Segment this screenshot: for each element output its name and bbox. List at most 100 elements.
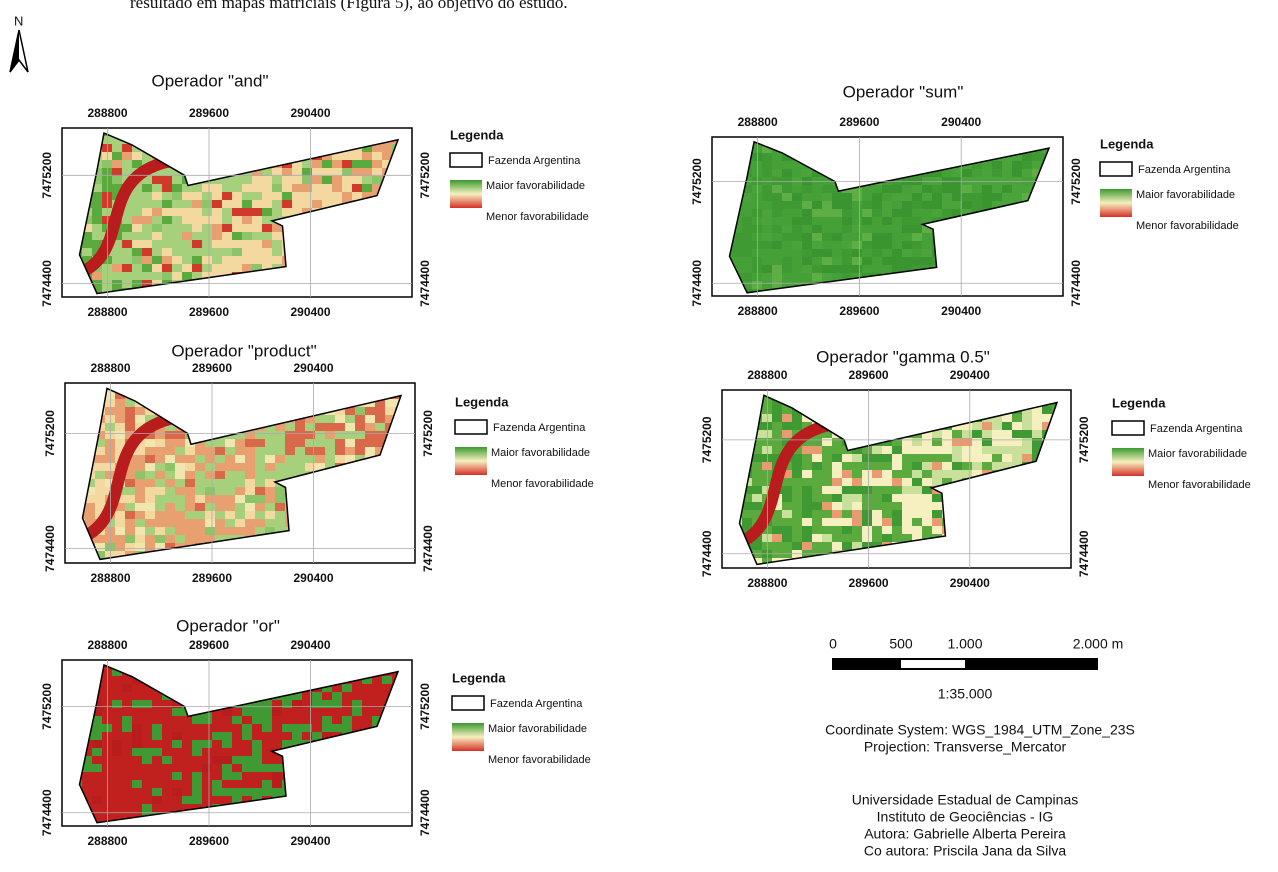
- raster-cell: [132, 200, 143, 209]
- raster-cell: [912, 494, 923, 503]
- raster-cell: [225, 447, 236, 456]
- raster-cell: [1022, 161, 1033, 170]
- raster-cell: [112, 732, 123, 741]
- raster-cell: [792, 454, 803, 463]
- raster-cell: [1022, 446, 1033, 455]
- raster-cell: [822, 225, 833, 234]
- raster-cell: [832, 470, 843, 479]
- raster-cell: [842, 518, 853, 527]
- raster-cell: [245, 519, 256, 528]
- raster-cell: [145, 519, 156, 528]
- raster-cell: [92, 772, 103, 781]
- raster-cell: [135, 519, 146, 528]
- raster-cell: [822, 201, 833, 210]
- raster-cell: [772, 438, 783, 447]
- raster-cell: [812, 265, 823, 274]
- raster-cell: [242, 764, 253, 773]
- raster-cell: [772, 550, 783, 559]
- raster-cell: [962, 185, 973, 194]
- raster-cell: [222, 780, 233, 789]
- raster-cell: [812, 510, 823, 519]
- raster-cell: [262, 248, 273, 257]
- raster-cell: [322, 716, 333, 725]
- raster-cell: [145, 455, 156, 464]
- raster-cell: [132, 684, 143, 693]
- raster-cell: [365, 431, 376, 440]
- raster-cell: [255, 511, 266, 520]
- raster-cell: [222, 732, 233, 741]
- raster-cell: [215, 487, 226, 496]
- raster-cell: [832, 462, 843, 471]
- raster-cell: [285, 431, 296, 440]
- raster-cell: [792, 486, 803, 495]
- raster-cell: [342, 708, 353, 717]
- raster-cell: [122, 144, 133, 153]
- raster-cell: [802, 510, 813, 519]
- raster-cell: [882, 518, 893, 527]
- raster-cell: [92, 192, 103, 201]
- raster-cell: [82, 772, 93, 781]
- raster-cell: [792, 273, 803, 282]
- x-tick-label: 289600: [839, 304, 879, 318]
- map-panel: Operador "or"288800288800289600289600290…: [40, 616, 591, 848]
- raster-cell: [295, 439, 306, 448]
- raster-cell: [192, 240, 203, 249]
- raster-cell: [122, 740, 133, 749]
- raster-cell: [232, 756, 243, 765]
- x-tick-label: 290400: [290, 834, 330, 848]
- raster-cell: [365, 439, 376, 448]
- raster-cell: [245, 471, 256, 480]
- raster-cell: [872, 486, 883, 495]
- raster-cell: [162, 700, 173, 709]
- raster-cell: [292, 724, 303, 733]
- raster-cell: [235, 519, 246, 528]
- raster-cell: [832, 438, 843, 447]
- raster-cell: [212, 740, 223, 749]
- raster-cell: [762, 265, 773, 274]
- legend-gradient: [450, 180, 482, 208]
- raster-cell: [365, 447, 376, 456]
- raster-cell: [145, 535, 156, 544]
- raster-cell: [122, 240, 133, 249]
- raster-cell: [135, 479, 146, 488]
- raster-cell: [235, 487, 246, 496]
- map-panel: Operador "gamma 0.5"28880028880028960028…: [700, 347, 1251, 590]
- raster-cell: [902, 257, 913, 266]
- raster-cell: [112, 700, 123, 709]
- raster-cell: [872, 193, 883, 202]
- raster-cell: [872, 201, 883, 210]
- raster-cell: [172, 748, 183, 757]
- raster-cell: [802, 502, 813, 511]
- raster-cell: [852, 478, 863, 487]
- raster-cell: [325, 423, 336, 432]
- raster-cell: [232, 788, 243, 797]
- raster-cell: [265, 439, 276, 448]
- raster-cell: [165, 439, 176, 448]
- raster-cell: [302, 716, 313, 725]
- raster-cell: [232, 772, 243, 781]
- raster-cell: [232, 764, 243, 773]
- raster-cell: [322, 160, 333, 169]
- raster-cell: [172, 240, 183, 249]
- raster-cell: [782, 169, 793, 178]
- raster-cell: [202, 788, 213, 797]
- raster-cell: [292, 716, 303, 725]
- raster-cell: [132, 272, 143, 281]
- raster-cell: [792, 542, 803, 551]
- raster-cell: [802, 249, 813, 258]
- raster-cell: [212, 780, 223, 789]
- raster-cell: [132, 700, 143, 709]
- raster-cell: [892, 526, 903, 535]
- legend-item: Menor favorabilidade: [488, 754, 591, 766]
- raster-cell: [312, 184, 323, 193]
- raster-cell: [315, 455, 326, 464]
- raster-cell: [202, 732, 213, 741]
- raster-cell: [872, 217, 883, 226]
- raster-cell: [302, 732, 313, 741]
- raster-cell: [135, 407, 146, 416]
- raster-cell: [882, 249, 893, 258]
- raster-cell: [275, 487, 286, 496]
- raster-cell: [852, 257, 863, 266]
- raster-cell: [902, 518, 913, 527]
- raster-cell: [802, 470, 813, 479]
